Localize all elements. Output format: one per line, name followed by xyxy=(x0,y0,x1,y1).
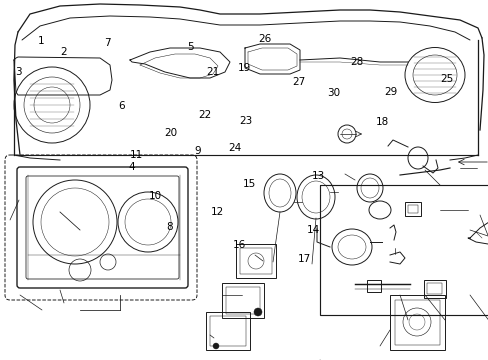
Text: 30: 30 xyxy=(326,88,339,98)
Bar xyxy=(423,280,445,298)
Text: 13: 13 xyxy=(311,171,325,181)
Text: 7: 7 xyxy=(104,38,111,48)
Text: 12: 12 xyxy=(210,207,224,217)
Text: 6: 6 xyxy=(118,101,124,111)
Text: 3: 3 xyxy=(15,67,22,77)
Bar xyxy=(319,185,488,315)
Bar xyxy=(426,283,441,294)
Text: 10: 10 xyxy=(149,191,162,201)
Text: 14: 14 xyxy=(305,225,319,235)
Text: 21: 21 xyxy=(205,67,219,77)
Bar xyxy=(222,283,264,318)
Text: 28: 28 xyxy=(349,57,363,67)
Bar xyxy=(407,205,417,213)
Text: 9: 9 xyxy=(194,146,201,156)
Text: 15: 15 xyxy=(242,179,256,189)
Bar xyxy=(394,300,439,345)
Text: 5: 5 xyxy=(187,42,194,52)
Circle shape xyxy=(213,343,219,349)
Bar xyxy=(205,312,249,350)
Text: 26: 26 xyxy=(258,34,271,44)
Bar xyxy=(209,316,245,346)
Text: 19: 19 xyxy=(237,63,251,73)
Bar xyxy=(236,244,275,278)
Bar xyxy=(225,287,260,314)
Text: 27: 27 xyxy=(292,77,305,87)
Text: 24: 24 xyxy=(227,143,241,153)
Text: 25: 25 xyxy=(439,74,452,84)
Text: 1: 1 xyxy=(38,36,45,46)
Text: 18: 18 xyxy=(375,117,388,127)
Text: 4: 4 xyxy=(128,162,135,172)
Text: 16: 16 xyxy=(232,240,246,250)
Text: 11: 11 xyxy=(130,150,143,160)
Text: 8: 8 xyxy=(165,222,172,232)
Bar xyxy=(389,295,444,350)
Bar xyxy=(404,202,420,216)
Text: 23: 23 xyxy=(238,116,252,126)
Text: 17: 17 xyxy=(297,254,310,264)
Text: 22: 22 xyxy=(197,110,211,120)
Text: 2: 2 xyxy=(60,47,67,57)
Text: 20: 20 xyxy=(164,128,177,138)
Bar xyxy=(366,280,380,292)
Bar xyxy=(240,248,271,274)
Circle shape xyxy=(253,308,262,316)
Text: 29: 29 xyxy=(384,87,397,97)
